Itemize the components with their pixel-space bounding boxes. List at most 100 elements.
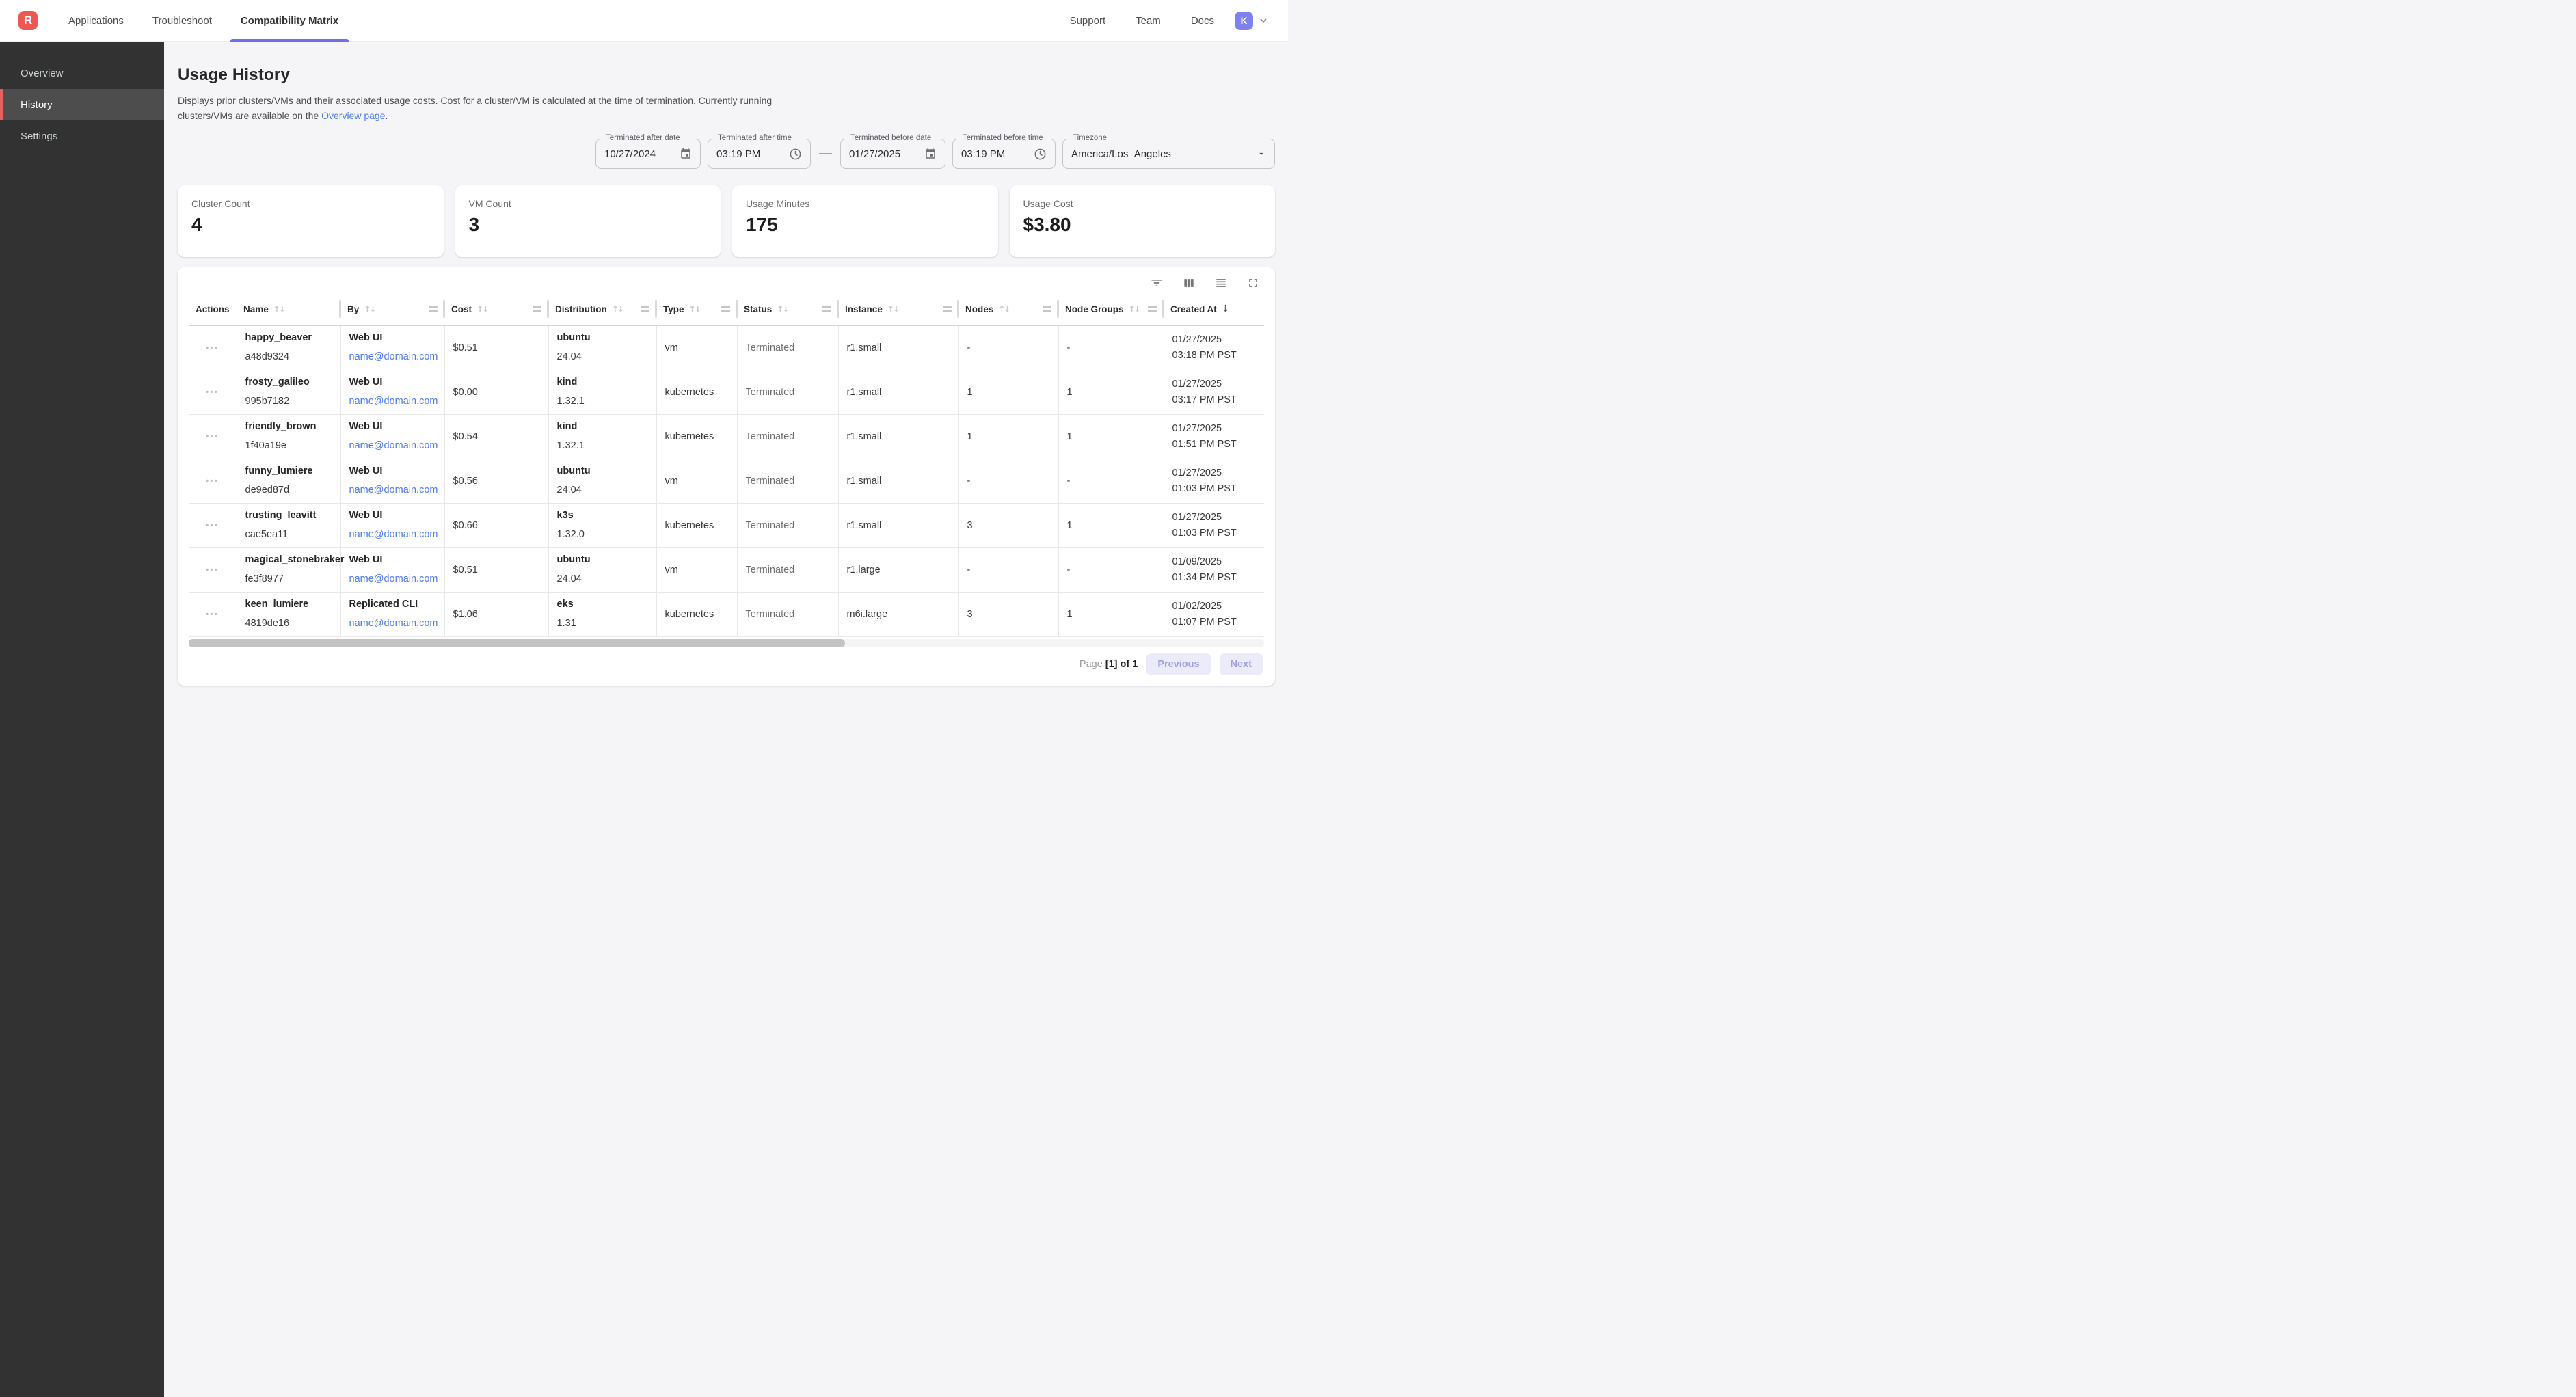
column-menu-icon[interactable] — [1148, 306, 1157, 313]
cell-instance: r1.small — [838, 503, 959, 548]
filter-row: Terminated after date 10/27/2024 Termina… — [178, 134, 1275, 169]
column-menu-icon[interactable] — [822, 306, 831, 313]
row-actions-button[interactable]: ••• — [206, 565, 219, 574]
sort-icon[interactable]: ↑↓ — [777, 304, 789, 314]
column-header-cost[interactable]: Cost ↑↓ — [444, 293, 548, 326]
column-label-by: By — [347, 303, 360, 314]
sort-icon[interactable]: ↑↓ — [998, 304, 1010, 314]
sort-icon[interactable]: ↑↓ — [477, 304, 489, 314]
stat-label: Usage Cost — [1023, 198, 1073, 209]
row-actions-button[interactable]: ••• — [206, 343, 219, 352]
timezone-label: Timezone — [1069, 134, 1111, 142]
column-header-node_groups[interactable]: Node Groups ↑↓ — [1058, 293, 1164, 326]
cell-cost: $0.51 — [444, 325, 549, 370]
page-indicator: Page [1] of 1 — [1079, 658, 1138, 670]
terminated-before-date-field[interactable]: Terminated before date 01/27/2025 — [840, 134, 945, 169]
cell-created_at: 01/27/2025 03:18 PM PST — [1164, 325, 1264, 370]
cell-created_at: 01/27/2025 01:51 PM PST — [1164, 414, 1264, 459]
cell-nodes: 1 — [958, 370, 1059, 415]
cell-nodes: - — [958, 325, 1059, 370]
cell-type: vm — [656, 325, 738, 370]
row-actions-button[interactable]: ••• — [206, 610, 219, 619]
email-link[interactable]: name@domain.com — [349, 351, 438, 362]
column-header-nodes[interactable]: Nodes ↑↓ — [958, 293, 1058, 326]
stat-card-vm-count: VM Count 3 — [455, 185, 721, 257]
column-header-by[interactable]: By ↑↓ — [340, 293, 444, 326]
cell-by: Web UI name@domain.com — [340, 370, 445, 415]
terminated-before-date-label: Terminated before date — [847, 134, 935, 142]
next-button[interactable]: Next — [1219, 653, 1263, 675]
sort-icon[interactable]: ↑↓ — [887, 304, 900, 314]
horizontal-scrollbar[interactable] — [189, 638, 1264, 647]
caret-down-icon[interactable] — [1257, 149, 1266, 159]
sort-icon[interactable]: ↑↓ — [273, 304, 286, 314]
row-actions-button[interactable]: ••• — [206, 476, 219, 485]
sort-icon[interactable]: ↑↓ — [688, 304, 701, 314]
terminated-after-date-field[interactable]: Terminated after date 10/27/2024 — [595, 134, 701, 169]
link-team[interactable]: Team — [1136, 14, 1161, 27]
row-actions-button[interactable]: ••• — [206, 432, 219, 441]
cell-name: happy_beaver a48d9324 — [237, 325, 341, 370]
email-link[interactable]: name@domain.com — [349, 618, 438, 629]
sort-icon[interactable]: ↑↓ — [1128, 304, 1141, 314]
column-header-created_at[interactable]: Created At ↓ — [1164, 293, 1264, 326]
horizontal-scrollbar-thumb[interactable] — [189, 638, 845, 647]
column-header-distribution[interactable]: Distribution ↑↓ — [548, 293, 656, 326]
column-menu-icon[interactable] — [429, 306, 438, 313]
column-header-type[interactable]: Type ↑↓ — [656, 293, 737, 326]
column-menu-icon[interactable] — [641, 306, 649, 313]
avatar[interactable]: K — [1235, 11, 1253, 30]
previous-button[interactable]: Previous — [1146, 653, 1211, 675]
replicated-logo[interactable]: R — [18, 11, 38, 30]
terminated-after-time-field[interactable]: Terminated after time 03:19 PM — [708, 134, 811, 169]
column-menu-icon[interactable] — [721, 306, 730, 313]
row-actions-button[interactable]: ••• — [206, 388, 219, 396]
calendar-icon[interactable] — [680, 148, 692, 160]
page-number: [1] of 1 — [1105, 658, 1138, 670]
email-link[interactable]: name@domain.com — [349, 485, 438, 496]
email-link[interactable]: name@domain.com — [349, 440, 438, 451]
columns-icon[interactable] — [1182, 276, 1196, 290]
cell-cost: $1.06 — [444, 592, 549, 637]
stat-value: 4 — [191, 214, 202, 235]
terminated-after-date-value: 10/27/2024 — [604, 148, 656, 160]
terminated-before-time-field[interactable]: Terminated before time 03:19 PM — [952, 134, 1056, 169]
tab-compatibility-matrix[interactable]: Compatibility Matrix — [230, 0, 349, 42]
email-link[interactable]: name@domain.com — [349, 529, 438, 540]
link-docs[interactable]: Docs — [1190, 14, 1214, 27]
tab-troubleshoot[interactable]: Troubleshoot — [152, 14, 212, 27]
timezone-select[interactable]: Timezone America/Los_Angeles — [1062, 134, 1275, 169]
column-header-name[interactable]: Name ↑↓ — [237, 293, 340, 326]
clock-icon[interactable] — [1034, 148, 1047, 161]
link-support[interactable]: Support — [1069, 14, 1106, 27]
cell-created_at: 01/02/2025 01:07 PM PST — [1164, 592, 1264, 637]
fullscreen-icon[interactable] — [1246, 276, 1260, 290]
column-menu-icon[interactable] — [1043, 306, 1051, 313]
cell-nodes: - — [958, 459, 1059, 504]
row-actions-button[interactable]: ••• — [206, 521, 219, 530]
column-menu-icon[interactable] — [533, 306, 541, 313]
filter-icon[interactable] — [1150, 276, 1164, 290]
column-header-instance[interactable]: Instance ↑↓ — [838, 293, 958, 326]
email-link[interactable]: name@domain.com — [349, 396, 438, 407]
cell-created_at: 01/27/2025 01:03 PM PST — [1164, 503, 1264, 548]
sidebar-item-settings[interactable]: Settings — [21, 130, 58, 142]
chevron-down-icon[interactable] — [1258, 15, 1269, 26]
tab-applications[interactable]: Applications — [68, 14, 124, 27]
email-link[interactable]: name@domain.com — [349, 573, 438, 584]
overview-page-link[interactable]: Overview page — [321, 110, 386, 121]
sort-icon[interactable]: ↑↓ — [611, 304, 624, 314]
sidebar-item-history[interactable]: History — [0, 89, 164, 120]
column-menu-icon[interactable] — [943, 306, 952, 313]
column-label-node_groups: Node Groups — [1065, 303, 1124, 314]
sort-desc-icon[interactable]: ↓ — [1221, 303, 1230, 315]
density-icon[interactable] — [1214, 276, 1228, 290]
column-label-distribution: Distribution — [555, 303, 607, 314]
column-header-status[interactable]: Status ↑↓ — [737, 293, 838, 326]
calendar-icon[interactable] — [924, 148, 937, 160]
sort-icon[interactable]: ↑↓ — [364, 304, 376, 314]
clock-icon[interactable] — [789, 148, 802, 161]
cell-status: Terminated — [737, 325, 839, 370]
cell-actions: ••• — [189, 547, 237, 593]
sidebar-item-overview[interactable]: Overview — [21, 67, 64, 79]
